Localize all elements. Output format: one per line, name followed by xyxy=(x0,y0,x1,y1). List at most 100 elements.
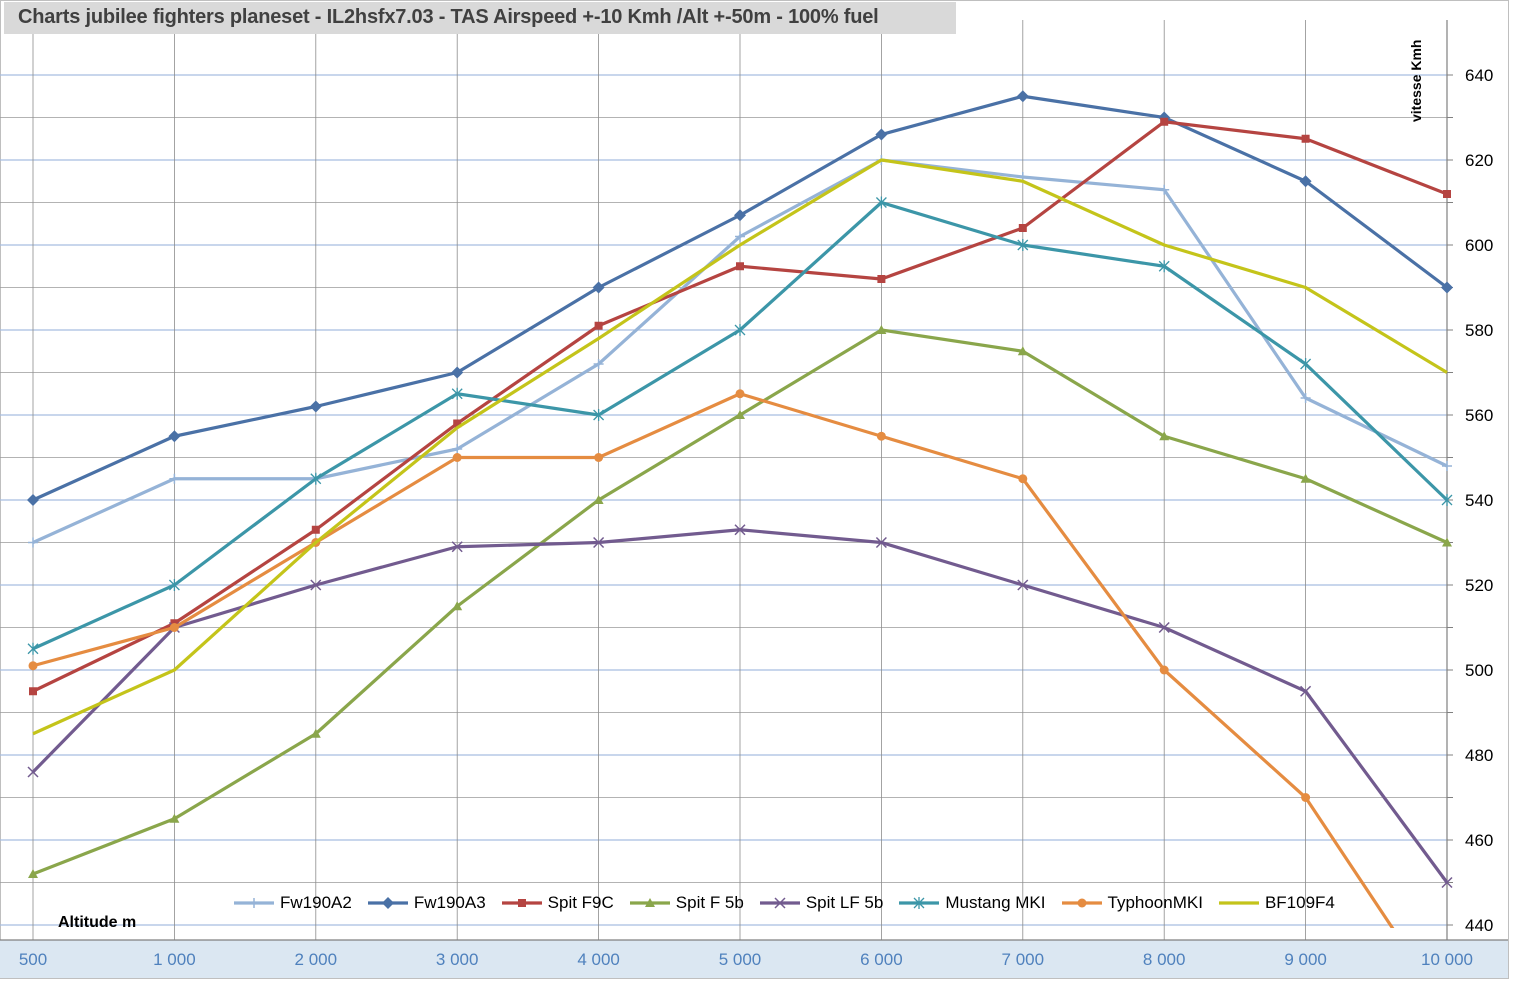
data-point-fw190a3 xyxy=(734,209,746,222)
x-tick-label: 10 000 xyxy=(1421,950,1473,969)
x-tick-label: 9 000 xyxy=(1284,950,1327,969)
data-point-mustang-mki xyxy=(1300,358,1312,370)
data-point-typhoonmki xyxy=(735,389,745,399)
data-point-spit-f-5b xyxy=(735,410,745,419)
x-tick-label: 1 000 xyxy=(153,950,196,969)
data-point-fw190a3 xyxy=(309,400,322,413)
chart-title: Charts jubilee fighters planeset - IL2hs… xyxy=(18,6,879,28)
legend-item-typhoonmki: TyphoonMKI xyxy=(1060,893,1203,913)
data-point-mustang-mki xyxy=(1441,494,1453,506)
legend-marker-fw190a3 xyxy=(381,897,394,909)
legend-marker-mustang-mki xyxy=(913,897,925,909)
data-point-mustang-mki xyxy=(1017,239,1029,251)
legend-label: Fw190A3 xyxy=(413,893,486,912)
data-point-fw190a2 xyxy=(169,473,180,484)
legend-swatch-spit-lf-5b xyxy=(759,897,800,909)
y-tick-label: 600 xyxy=(1465,236,1493,255)
data-point-fw190a2 xyxy=(593,359,604,369)
series-mustang-mki xyxy=(27,196,1453,655)
data-point-spit-lf-5b xyxy=(1017,579,1029,591)
series-line-bf109f4 xyxy=(32,158,1448,736)
data-point-mustang-mki xyxy=(451,387,463,400)
data-point-fw190a2 xyxy=(735,231,745,242)
x-tick-label: 6 000 xyxy=(860,950,903,969)
legend-marker-fw190a2 xyxy=(249,898,259,908)
data-point-spit-f9c xyxy=(1443,190,1451,198)
legend-swatch-bf109f4 xyxy=(1218,901,1259,905)
data-point-fw190a3 xyxy=(1441,281,1453,294)
data-point-spit-f9c xyxy=(1301,134,1310,143)
data-point-mustang-mki xyxy=(168,579,180,591)
data-point-spit-f9c xyxy=(877,275,886,283)
y-axis-label-box: vitesse Kmh xyxy=(1408,20,1432,122)
legend-item-bf109f4: BF109F4 xyxy=(1217,893,1335,913)
legend-label: TyphoonMKI xyxy=(1107,893,1203,912)
legend-label: Spit F 5b xyxy=(675,893,744,912)
data-point-spit-f-5b xyxy=(1017,346,1028,356)
data-point-spit-lf-5b xyxy=(734,524,746,536)
data-point-spit-lf-5b xyxy=(1300,685,1312,697)
legend-item-fw190a2: Fw190A2 xyxy=(232,893,352,913)
y-tick-label: 560 xyxy=(1465,406,1493,425)
data-point-spit-f-5b xyxy=(1442,537,1452,547)
data-point-typhoonmki xyxy=(876,431,886,441)
data-point-mustang-mki xyxy=(1158,260,1170,273)
data-point-fw190a2 xyxy=(1159,184,1170,195)
y-tick-label: 440 xyxy=(1465,916,1493,935)
data-point-spit-f9c xyxy=(1018,224,1027,232)
chart-title-box: Charts jubilee fighters planeset - IL2hs… xyxy=(4,2,956,34)
data-point-spit-f9c xyxy=(29,687,37,696)
data-point-spit-lf-5b xyxy=(451,541,463,553)
legend-item-spit-lf-5b: Spit LF 5b xyxy=(758,893,883,913)
y-tick-label: 460 xyxy=(1465,831,1493,850)
data-point-typhoonmki xyxy=(1301,793,1311,802)
data-point-fw190a3 xyxy=(1299,175,1312,188)
legend-marker-spit-f9c xyxy=(517,899,526,907)
legend-marker-spit-f-5b xyxy=(644,898,655,907)
data-point-spit-f9c xyxy=(736,262,744,271)
legend-swatch-mustang-mki xyxy=(899,897,940,909)
data-point-spit-lf-5b xyxy=(1158,621,1170,634)
data-point-spit-f-5b xyxy=(1300,473,1311,483)
legend-item-spit-f9c: Spit F9C xyxy=(500,893,614,913)
data-point-mustang-mki xyxy=(310,472,322,485)
data-point-spit-f9c xyxy=(1160,117,1169,126)
x-tick-label: 2 000 xyxy=(295,950,338,969)
data-point-typhoonmki xyxy=(1159,665,1169,675)
y-tick-label: 540 xyxy=(1465,491,1493,510)
data-point-spit-f-5b xyxy=(452,601,463,611)
data-point-mustang-mki xyxy=(27,642,39,655)
data-point-spit-f-5b xyxy=(28,869,38,878)
legend-marker-spit-lf-5b xyxy=(774,897,786,909)
series-spit-f-5b xyxy=(28,325,1452,878)
x-tick-label: 4 000 xyxy=(577,950,620,969)
data-point-fw190a3 xyxy=(27,494,39,506)
data-point-spit-f-5b xyxy=(310,728,321,738)
legend-swatch-typhoonmki xyxy=(1061,898,1102,908)
data-point-mustang-mki xyxy=(734,324,746,336)
y-tick-label: 620 xyxy=(1465,151,1493,170)
data-point-typhoonmki xyxy=(169,623,179,632)
data-point-spit-f-5b xyxy=(169,813,180,823)
data-point-spit-lf-5b xyxy=(27,766,39,778)
data-point-spit-lf-5b xyxy=(875,536,887,549)
x-axis-label: Altitude m xyxy=(58,914,137,931)
legend-item-spit-f-5b: Spit F 5b xyxy=(628,893,744,913)
legend-label: BF109F4 xyxy=(1264,893,1335,912)
data-point-spit-f9c xyxy=(453,419,462,428)
legend-label: Fw190A2 xyxy=(280,893,352,912)
data-point-spit-f9c xyxy=(594,321,603,330)
data-point-fw190a3 xyxy=(451,366,464,379)
legend-label: Mustang MKI xyxy=(945,893,1046,912)
y-tick-label: 520 xyxy=(1465,576,1493,595)
legend-marker-typhoonmki xyxy=(1077,898,1086,908)
data-point-typhoonmki xyxy=(594,453,604,462)
series-bf109f4 xyxy=(32,158,1448,736)
data-point-spit-lf-5b xyxy=(593,536,605,549)
data-point-typhoonmki xyxy=(452,453,462,462)
data-point-fw190a3 xyxy=(168,430,181,443)
data-point-fw190a3 xyxy=(875,128,888,141)
x-tick-label: 8 000 xyxy=(1143,950,1186,969)
